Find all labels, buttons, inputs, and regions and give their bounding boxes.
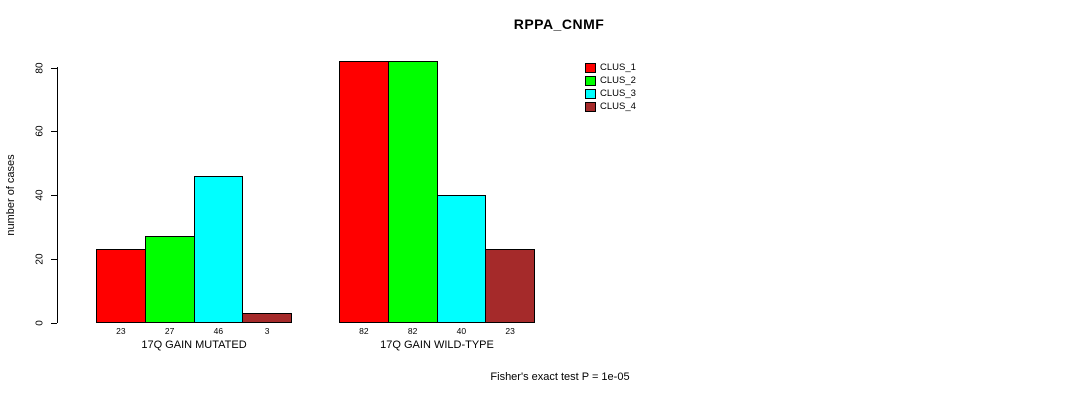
bar-clus_2-group2 — [387, 61, 438, 323]
bar-clus_3-group1 — [193, 175, 244, 323]
bar-value-label: 46 — [213, 326, 224, 336]
legend-label: CLUS_1 — [600, 62, 636, 73]
bar-clus_1-group2 — [339, 61, 389, 323]
chart-title: RPPA_CNMF — [513, 16, 605, 32]
y-tick-label: 0 — [34, 319, 46, 326]
bar-clus_4-group2 — [485, 249, 535, 323]
bar-value-label: 82 — [359, 326, 369, 336]
y-tick-mark — [51, 195, 57, 196]
bar-clus_4-group1 — [242, 312, 292, 323]
legend-label: CLUS_4 — [600, 101, 636, 112]
legend-item-clus_1: CLUS_1 — [585, 61, 636, 74]
legend-swatch-clus_2 — [585, 75, 596, 86]
bar-clus_3-group2 — [436, 195, 487, 323]
bar-value-label: 82 — [407, 326, 418, 336]
bar-value-label: 40 — [456, 326, 467, 336]
legend-item-clus_2: CLUS_2 — [585, 74, 636, 87]
y-axis-line — [57, 67, 58, 323]
y-tick-mark — [51, 258, 57, 260]
bar-value-label: 3 — [264, 326, 270, 336]
x-group-label: 17Q GAIN MUTATED — [141, 339, 247, 351]
bar-value-label: 23 — [116, 326, 126, 336]
legend: CLUS_1 CLUS_2 CLUS_3 CLUS_4 — [585, 61, 636, 113]
legend-swatch-clus_4 — [585, 101, 596, 112]
y-axis-label: number of cases — [5, 154, 17, 236]
legend-label: CLUS_2 — [600, 75, 636, 86]
y-tick-mark — [51, 67, 57, 69]
x-group-label: 17Q GAIN WILD-TYPE — [380, 339, 494, 351]
y-tick-label: 80 — [34, 61, 46, 74]
y-tick-label: 40 — [34, 189, 46, 201]
legend-swatch-clus_3 — [585, 88, 596, 99]
bar-value-label: 27 — [164, 326, 175, 336]
y-tick-mark — [51, 131, 57, 133]
legend-item-clus_3: CLUS_3 — [585, 87, 636, 100]
y-tick-label: 60 — [34, 125, 46, 137]
statistical-test-note: Fisher's exact test P = 1e-05 — [490, 371, 630, 383]
legend-label: CLUS_3 — [600, 88, 636, 99]
y-tick-mark — [51, 322, 57, 324]
bar-clus_2-group1 — [144, 236, 195, 323]
y-tick-label: 20 — [34, 253, 46, 265]
bar-value-label: 23 — [505, 326, 515, 336]
legend-swatch-clus_1 — [585, 62, 596, 73]
bar-clus_1-group1 — [96, 249, 146, 323]
legend-item-clus_4: CLUS_4 — [585, 100, 636, 113]
